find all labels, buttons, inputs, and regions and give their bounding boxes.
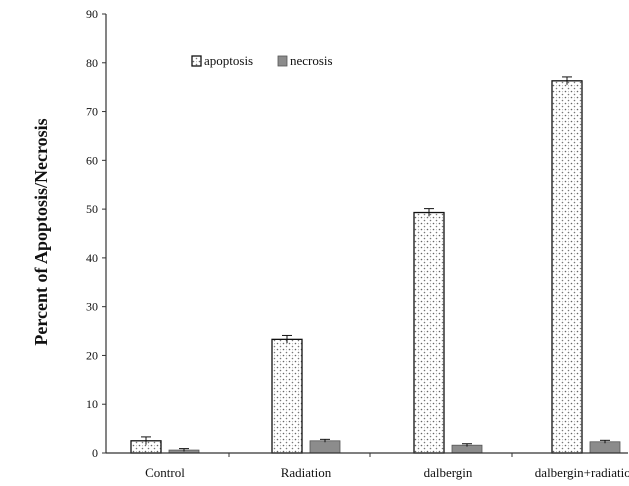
legend-swatch-apoptosis (191, 55, 202, 67)
legend-label-necrosis: necrosis (290, 53, 333, 68)
x-tick-label: Control (145, 465, 185, 480)
bar-necrosis (589, 441, 621, 454)
x-tick-label: dalbergin+radiation (535, 465, 629, 480)
x-tick-label: dalbergin (424, 465, 473, 480)
y-tick-label: 10 (86, 397, 98, 411)
legend-label-apoptosis: apoptosis (204, 53, 253, 68)
legend-swatch-necrosis (277, 55, 288, 67)
bar-apoptosis (413, 211, 445, 454)
axes: 0 10 20 30 40 50 60 70 80 90 Control Radiation dalbe… (86, 7, 629, 480)
legend: apoptosis necrosis (191, 53, 333, 68)
y-tick-label: 0 (92, 446, 98, 460)
y-tick-label: 50 (86, 202, 98, 216)
bar-apoptosis (271, 338, 303, 454)
y-axis-title: Percent of Apoptosis/Necrosis (31, 118, 51, 345)
y-tick-label: 20 (86, 348, 98, 362)
y-tick-label: 60 (86, 153, 98, 167)
y-tick-label: 70 (86, 105, 98, 119)
y-tick-label: 80 (86, 56, 98, 70)
bar-apoptosis (551, 80, 583, 454)
y-tick-label: 40 (86, 251, 98, 265)
plot-area (130, 76, 621, 454)
y-tick-label: 30 (86, 300, 98, 314)
x-tick-label: Radiation (281, 465, 332, 480)
y-tick-label: 90 (86, 7, 98, 21)
bar-necrosis (309, 440, 341, 454)
